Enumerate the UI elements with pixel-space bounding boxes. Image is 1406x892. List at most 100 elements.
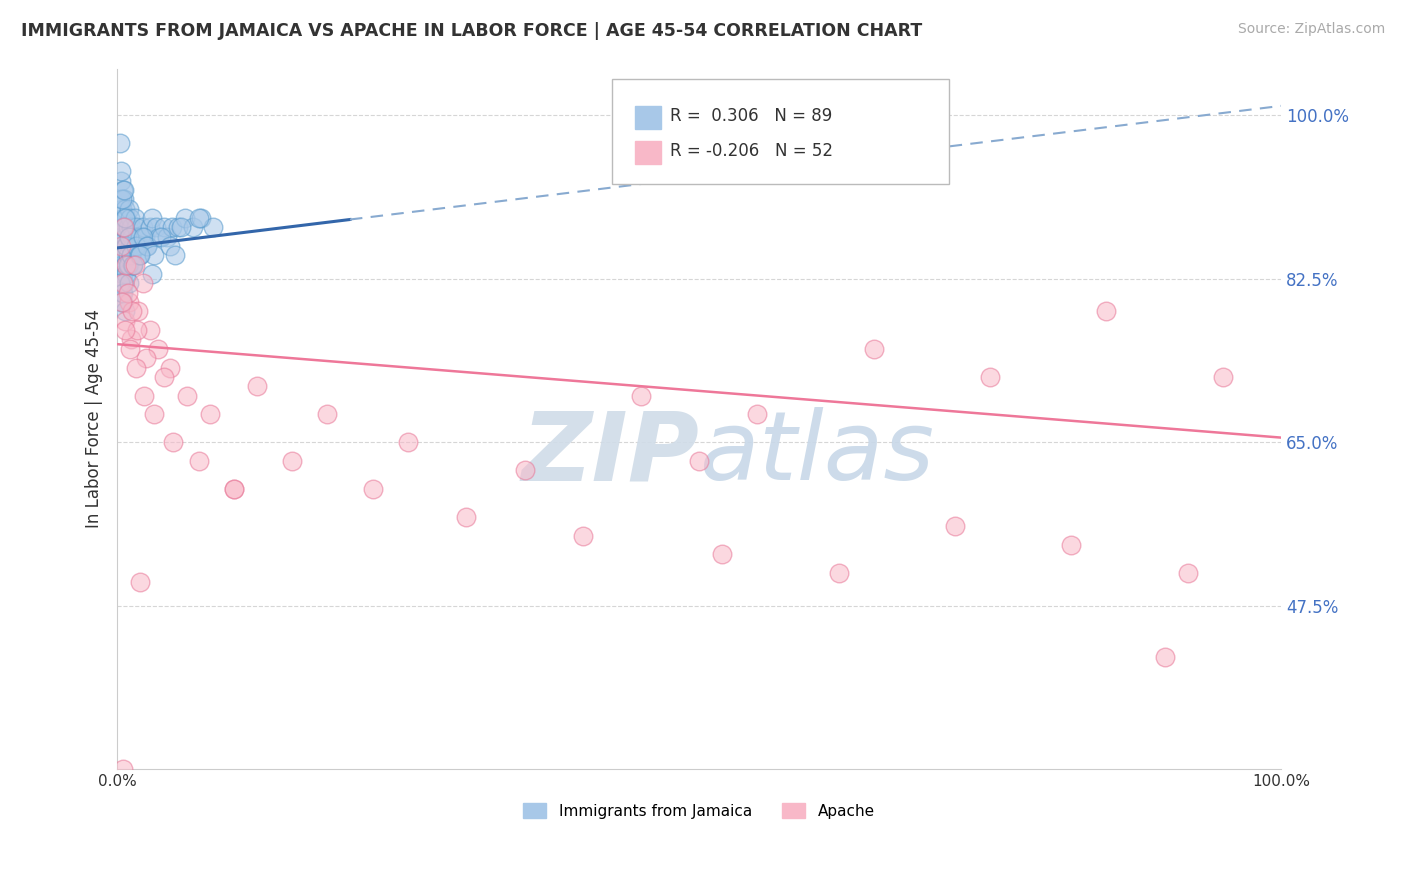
Point [200,407,222,421]
Point [128,248,150,262]
Point [111,211,134,225]
Point [118,229,141,244]
Point [190,211,212,225]
Point [1153,650,1175,665]
Point [132,229,155,244]
Point [111,285,134,300]
Point [117,258,139,272]
Point [112,220,135,235]
Bar [636,141,661,164]
Point [122,239,145,253]
Point [124,239,146,253]
Text: atlas: atlas [699,408,934,500]
Point [118,239,141,253]
Point [124,258,146,272]
Point [143,248,166,262]
Point [110,174,132,188]
Point [125,360,148,375]
Point [979,369,1001,384]
Point [222,482,245,496]
Point [118,202,141,216]
Point [118,277,141,291]
Point [111,220,134,235]
Point [156,229,179,244]
Point [170,220,193,235]
Point [630,388,652,402]
Point [129,229,152,244]
Point [711,548,734,562]
Point [108,258,131,272]
Point [112,220,135,235]
Point [176,388,198,402]
Text: IMMIGRANTS FROM JAMAICA VS APACHE IN LABOR FORCE | AGE 45-54 CORRELATION CHART: IMMIGRANTS FROM JAMAICA VS APACHE IN LAB… [21,22,922,40]
Point [111,762,134,776]
Point [115,239,138,253]
Point [127,239,149,253]
Point [125,229,148,244]
Point [112,192,135,206]
Point [128,248,150,262]
Point [120,248,142,262]
Point [117,285,139,300]
Point [1095,304,1118,318]
Point [124,211,146,225]
Point [152,220,174,235]
Point [136,239,159,253]
Point [122,258,145,272]
Point [943,519,966,533]
Point [281,454,304,468]
Point [134,229,156,244]
Point [111,258,134,272]
Point [132,277,155,291]
Legend: Immigrants from Jamaica, Apache: Immigrants from Jamaica, Apache [517,797,880,825]
Point [111,277,134,291]
Point [110,295,132,310]
Point [108,229,131,244]
Point [112,248,135,262]
Point [129,248,152,262]
Point [120,220,142,235]
Point [115,258,138,272]
Point [108,277,131,291]
Point [110,277,132,291]
Point [148,229,170,244]
Point [111,202,134,216]
Point [111,295,134,310]
Point [118,229,141,244]
Point [166,220,188,235]
Point [121,229,143,244]
Point [112,277,135,291]
Point [828,566,851,580]
Point [129,575,152,590]
Point [118,258,141,272]
Point [187,211,209,225]
Point [114,304,136,318]
Point [145,220,167,235]
Point [201,220,224,235]
Point [125,239,148,253]
Point [117,220,139,235]
Point [173,211,195,225]
Point [159,360,181,375]
Point [456,510,478,524]
Point [114,314,136,328]
Point [120,333,142,347]
Y-axis label: In Labor Force | Age 45-54: In Labor Force | Age 45-54 [86,310,103,528]
Point [108,136,131,151]
Point [688,454,710,468]
Point [136,239,159,253]
Text: ZIP: ZIP [522,408,699,500]
Point [159,239,181,253]
Point [132,388,155,402]
Point [361,482,384,496]
Point [115,239,138,253]
Point [120,248,142,262]
Point [571,529,593,543]
Point [1060,538,1083,552]
Point [862,342,884,356]
Point [115,211,138,225]
Point [125,323,148,337]
Point [1212,369,1234,384]
Point [111,229,134,244]
Text: R =  0.306   N = 89: R = 0.306 N = 89 [671,107,832,125]
